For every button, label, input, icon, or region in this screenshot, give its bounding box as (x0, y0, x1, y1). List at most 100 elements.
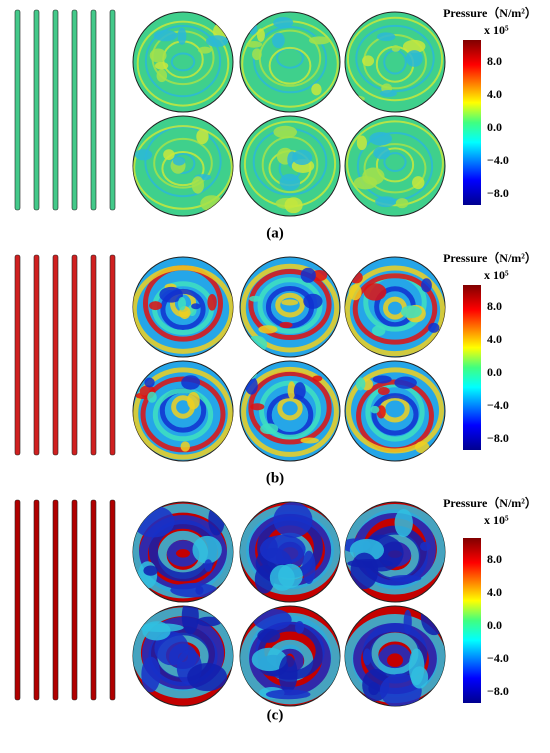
pattern-blob (278, 655, 298, 693)
pattern-ring (277, 396, 303, 421)
pattern-ring (346, 120, 444, 207)
pattern-blob (143, 565, 158, 576)
pattern-blob (428, 322, 440, 333)
pattern-ring (383, 152, 407, 172)
colorbar-tick-label: −8.0 (487, 684, 509, 698)
pattern-blob (177, 296, 187, 311)
pattern (133, 265, 233, 354)
pattern (345, 503, 445, 595)
pattern-blob (246, 335, 268, 353)
pressure-map (344, 11, 446, 113)
pattern-ring (152, 388, 214, 442)
pattern-blob (181, 375, 201, 390)
side-view-strip (52, 9, 59, 211)
pattern-blob (279, 173, 301, 191)
pattern-blob (196, 616, 222, 627)
pattern (241, 16, 339, 108)
pattern-blob (368, 682, 380, 696)
side-view-strip (71, 254, 78, 456)
pattern-blob (206, 35, 229, 47)
pattern-ring (346, 16, 444, 102)
colorbar-scale: x 10⁵ (484, 268, 509, 282)
pattern-blob (348, 95, 365, 102)
pattern-blob (204, 559, 213, 572)
pattern-ring (375, 147, 415, 183)
pattern-blob (372, 375, 392, 384)
pattern-blob (133, 505, 175, 538)
colorbar-tick-label: 0.0 (487, 365, 502, 379)
pattern-blob (293, 382, 306, 400)
pattern-blob (414, 441, 430, 454)
side-view-strip (14, 9, 21, 211)
pattern-blob (187, 391, 200, 410)
pattern-blob (252, 48, 262, 61)
pattern-blob (308, 36, 331, 45)
side-view-strip (109, 254, 116, 456)
panel-label: (b) (266, 470, 284, 486)
pattern-blob (187, 662, 228, 692)
pattern (133, 367, 233, 460)
pattern-blob (142, 621, 171, 641)
pattern-blob (363, 283, 387, 301)
pattern-blob (279, 321, 293, 329)
pattern (345, 367, 445, 454)
pattern-blob (257, 628, 281, 643)
pattern-blob (245, 366, 257, 380)
pattern-ring (371, 393, 419, 436)
pattern-blob (273, 16, 294, 29)
pattern-blob (191, 303, 201, 310)
side-view-strip (109, 499, 116, 701)
pattern-blob (246, 40, 263, 48)
pattern (345, 265, 445, 357)
pattern-blob (394, 508, 413, 538)
pattern-ring (363, 143, 427, 194)
pattern-blob (311, 83, 322, 96)
pattern-blob (408, 648, 425, 686)
pattern-blob (259, 534, 306, 565)
pattern-blob (295, 621, 305, 634)
colorbar-tick-label: −4.0 (487, 153, 509, 167)
pattern-ring (268, 46, 312, 85)
colorbar (463, 40, 481, 205)
pattern-ring (170, 52, 196, 72)
pattern-blob (375, 196, 397, 208)
colorbar (463, 538, 481, 703)
pattern-blob (180, 441, 190, 452)
side-view-strip (33, 9, 40, 211)
pattern-ring (144, 24, 222, 98)
pattern-blob (300, 267, 316, 283)
panel: Pressure（N/m²） x 10⁵ 8.0 4.0 0.0 −4.0 −8.0 (a) (14, 5, 537, 241)
colorbar-scale: x 10⁵ (484, 23, 509, 37)
pattern-blob (191, 176, 205, 194)
pattern-blob (207, 293, 217, 311)
pattern-blob (153, 29, 178, 42)
pattern-blob (192, 535, 222, 564)
pattern-blob (248, 22, 258, 35)
colorbar-tick-label: 4.0 (487, 87, 502, 101)
pattern-ring (160, 288, 206, 331)
pattern-blob (412, 176, 425, 190)
pattern-blob (363, 648, 372, 666)
pattern (240, 608, 340, 705)
pattern-blob (348, 284, 362, 301)
colorbar-tick-label: −8.0 (487, 186, 509, 200)
pattern-blob (312, 375, 323, 382)
pattern-ring (133, 265, 233, 354)
colorbar-tick-label: 8.0 (487, 299, 502, 313)
pattern (133, 503, 233, 599)
pattern (243, 120, 337, 214)
colorbar-title: Pressure（N/m²） (443, 495, 537, 510)
pattern-blob (371, 325, 386, 337)
pattern-blob (287, 381, 296, 399)
pattern (346, 120, 444, 209)
pattern-blob (196, 128, 209, 145)
pattern (133, 606, 233, 699)
colorbar-tick-label: −4.0 (487, 398, 509, 412)
panel-label: (a) (266, 225, 284, 241)
colorbar-tick-label: 4.0 (487, 585, 502, 599)
pattern-blob (362, 55, 375, 67)
pattern-blob (269, 564, 295, 591)
side-view-strip (71, 9, 78, 211)
panel-label: (c) (267, 707, 284, 723)
